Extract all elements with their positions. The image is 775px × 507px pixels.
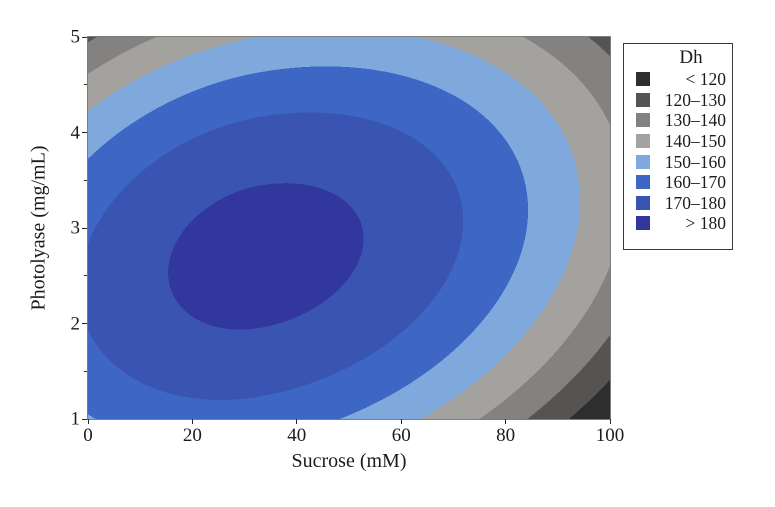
x-tick-mark <box>609 419 611 424</box>
contour-canvas <box>88 37 610 419</box>
y-minor-tick-mark <box>84 84 87 86</box>
y-tick-mark <box>82 132 87 133</box>
x-tick-mark <box>505 419 507 424</box>
x-tick-mark <box>191 419 193 424</box>
x-tick-mark <box>87 419 89 424</box>
legend-rows: < 120 120–130 130–140 140–150 150–160 160–170… <box>624 69 732 234</box>
legend-row: < 120 <box>624 69 732 90</box>
legend-row: > 180 <box>624 213 732 234</box>
legend-row: 130–140 <box>624 110 732 131</box>
legend-box: Dh < 120 120–130 130–140 140–150 150–160 160–… <box>623 43 733 250</box>
x-tick-mark <box>296 419 298 424</box>
y-tick-label: 1 <box>70 408 81 430</box>
x-axis-title: Sucrose (mM) <box>291 450 407 472</box>
x-tick-label: 60 <box>391 425 411 446</box>
legend-color-swatch <box>636 92 650 107</box>
y-tick-label: 4 <box>70 122 81 143</box>
legend-range-label: 120–130 <box>664 89 726 110</box>
x-tick-label: 80 <box>496 425 516 446</box>
y-tick-mark <box>82 418 87 420</box>
legend-range-label: 150–160 <box>664 151 726 172</box>
x-tick-label: 40 <box>287 425 307 446</box>
x-tick-label: 100 <box>595 425 625 446</box>
legend-range-label: 160–170 <box>664 172 726 193</box>
legend-row: 160–170 <box>624 172 732 193</box>
legend-row: 120–130 <box>624 90 732 111</box>
legend-color-swatch <box>636 175 650 190</box>
y-tick-label: 2 <box>70 313 81 334</box>
legend-color-swatch <box>636 154 650 169</box>
x-tick-label: 0 <box>83 425 93 446</box>
legend-color-swatch <box>636 134 650 149</box>
y-axis-title: Photolyase (mg/mL) <box>27 145 50 311</box>
legend-range-label: < 120 <box>685 69 727 90</box>
legend-title: Dh <box>679 47 703 68</box>
legend-range-label: 130–140 <box>664 110 726 131</box>
legend-range-label: 140–150 <box>664 131 726 152</box>
legend-color-swatch <box>636 72 650 87</box>
y-minor-tick-mark <box>84 370 87 372</box>
y-minor-tick-mark <box>84 179 87 181</box>
legend-row: 140–150 <box>624 131 732 152</box>
legend-color-swatch <box>636 195 650 210</box>
legend-color-swatch <box>636 113 650 128</box>
legend-row: 170–180 <box>624 193 732 214</box>
x-tick-mark <box>400 419 402 424</box>
legend-range-label: > 180 <box>685 213 727 234</box>
y-tick-mark <box>82 227 87 229</box>
y-tick-label: 3 <box>70 217 81 239</box>
y-tick-mark <box>82 323 87 324</box>
y-tick-label: 5 <box>70 26 81 48</box>
y-minor-tick-mark <box>84 275 87 277</box>
x-tick-label: 20 <box>182 425 202 446</box>
y-tick-mark <box>82 36 87 38</box>
legend-range-label: 170–180 <box>664 192 726 213</box>
legend-row: 150–160 <box>624 151 732 172</box>
legend-color-swatch <box>636 216 650 231</box>
